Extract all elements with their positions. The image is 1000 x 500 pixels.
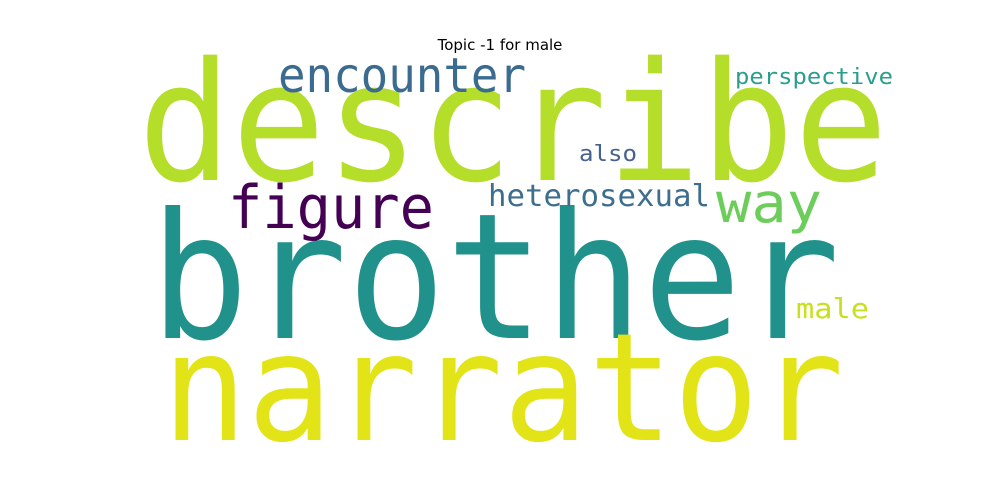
word-perspective: perspective bbox=[735, 65, 893, 90]
word-male: male bbox=[796, 292, 869, 325]
word-heterosexual: heterosexual bbox=[488, 179, 710, 214]
word-brother: brother bbox=[150, 177, 840, 380]
word-describe: describe bbox=[138, 27, 888, 219]
word-encounter: encounter bbox=[278, 48, 526, 104]
word-narrator: narrator bbox=[162, 302, 844, 476]
word-also: also bbox=[579, 142, 637, 167]
word-figure: figure bbox=[228, 173, 434, 243]
figure-title: Topic -1 for male bbox=[437, 36, 563, 54]
word-way: way bbox=[716, 171, 822, 235]
